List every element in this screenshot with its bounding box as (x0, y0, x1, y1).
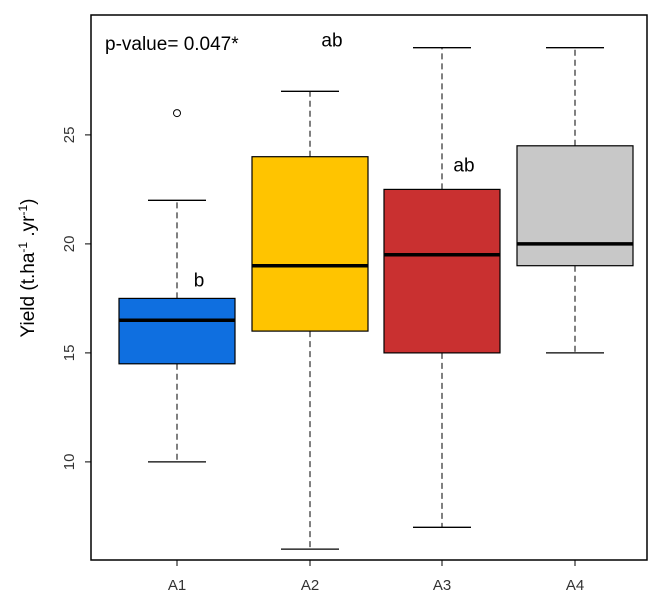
y-tick-label: 25 (61, 127, 78, 144)
significance-letter: ab (321, 30, 342, 51)
y-axis-label: Yield (t.ha-1 .yr-1) (16, 199, 39, 338)
significance-letter: b (194, 270, 205, 291)
outlier-point (174, 110, 181, 117)
x-tick-label: A4 (566, 577, 584, 594)
iqr-box (517, 146, 633, 266)
y-axis-label-sup1: -1 (16, 242, 30, 253)
x-tick-label: A1 (168, 577, 186, 594)
iqr-box (119, 298, 235, 363)
y-axis-label-mid: .yr (18, 215, 39, 242)
iqr-box (252, 157, 368, 331)
p-value-annotation: p-value= 0.047* (105, 34, 239, 55)
y-tick-label: 20 (61, 236, 78, 253)
y-tick-label: 15 (61, 345, 78, 362)
iqr-box (384, 189, 500, 353)
x-tick-label: A2 (301, 577, 319, 594)
significance-letter: ab (453, 155, 474, 176)
y-axis-label-sup2: -1 (16, 205, 30, 216)
y-axis-label-end: ) (18, 199, 39, 205)
y-tick-label: 10 (61, 454, 78, 471)
y-axis-label-main: Yield (t.ha (18, 252, 39, 337)
x-tick-label: A3 (433, 577, 451, 594)
